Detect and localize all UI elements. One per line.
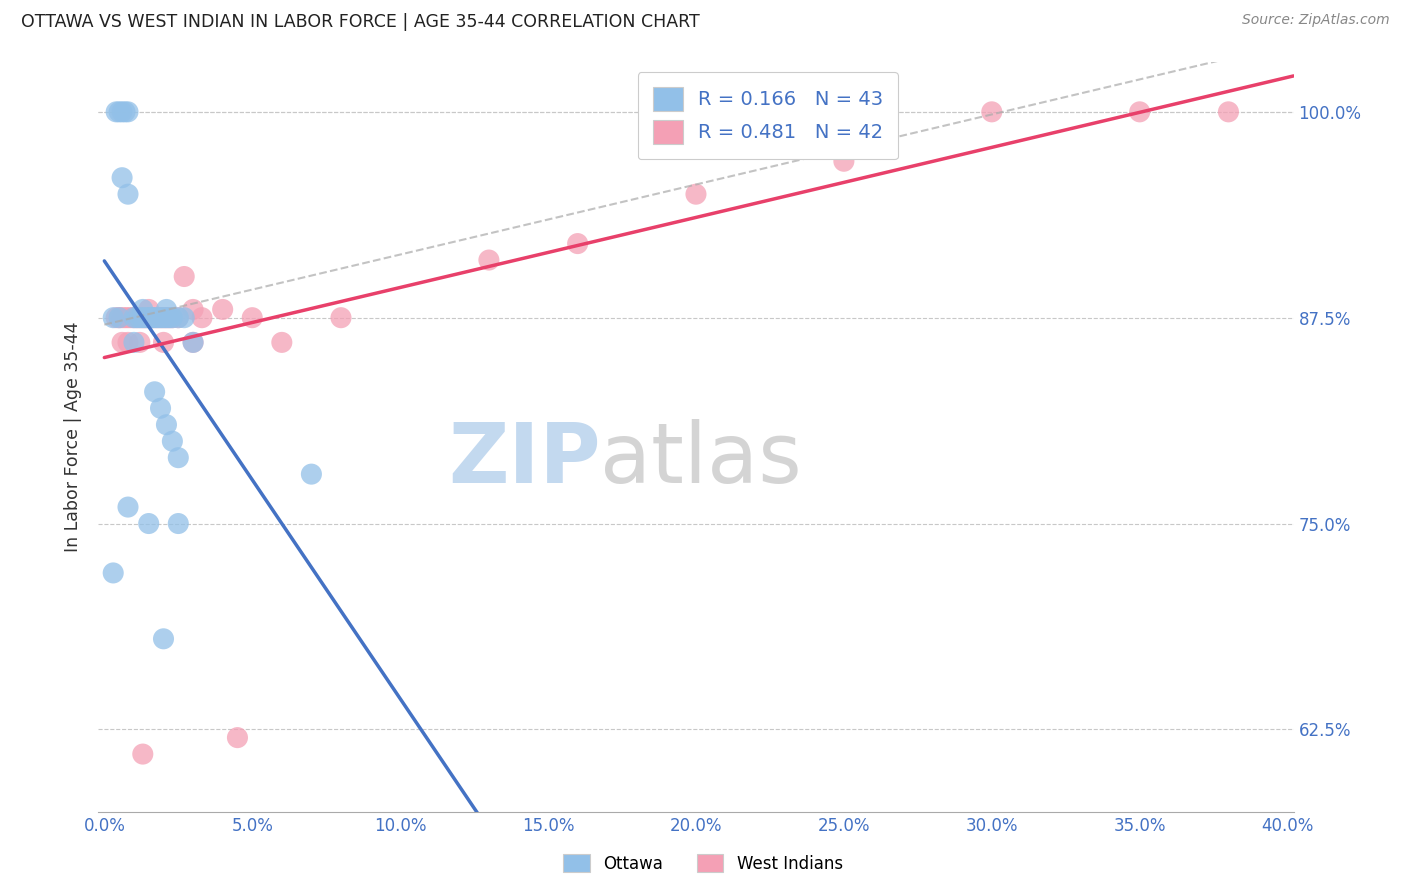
Point	[111, 104, 134, 119]
Text: Source: ZipAtlas.com: Source: ZipAtlas.com	[1241, 13, 1389, 28]
Point	[152, 335, 174, 350]
Point	[114, 310, 136, 325]
Point	[117, 310, 139, 325]
Point	[155, 310, 177, 325]
Point	[108, 104, 131, 119]
Point	[108, 310, 131, 325]
Point	[138, 310, 160, 325]
Point	[128, 310, 150, 325]
Point	[478, 253, 501, 268]
Point	[685, 187, 707, 202]
Point	[122, 310, 145, 325]
Point	[143, 384, 166, 399]
Point	[117, 104, 139, 119]
Point	[143, 310, 166, 325]
Point	[162, 434, 184, 449]
Point	[167, 516, 190, 531]
Point	[141, 310, 163, 325]
Point	[1218, 104, 1240, 119]
Point	[138, 516, 160, 531]
Point	[103, 310, 125, 325]
Point	[181, 302, 204, 317]
Point	[167, 310, 190, 325]
Point	[128, 335, 150, 350]
Legend: R = 0.166   N = 43, R = 0.481   N = 42: R = 0.166 N = 43, R = 0.481 N = 42	[637, 72, 898, 160]
Point	[167, 310, 190, 325]
Point	[111, 170, 134, 185]
Point	[270, 335, 292, 350]
Y-axis label: In Labor Force | Age 35-44: In Labor Force | Age 35-44	[65, 322, 83, 552]
Point	[240, 310, 263, 325]
Point	[157, 310, 180, 325]
Point	[162, 310, 184, 325]
Point	[191, 310, 214, 325]
Legend: Ottawa, West Indians: Ottawa, West Indians	[557, 847, 849, 880]
Point	[132, 310, 155, 325]
Point	[111, 335, 134, 350]
Point	[117, 335, 139, 350]
Point	[122, 335, 145, 350]
Point	[120, 310, 142, 325]
Point	[152, 310, 174, 325]
Point	[125, 310, 148, 325]
Point	[162, 310, 184, 325]
Point	[117, 500, 139, 514]
Point	[567, 236, 589, 251]
Point	[132, 302, 155, 317]
Point	[111, 310, 134, 325]
Point	[135, 310, 157, 325]
Point	[832, 154, 855, 169]
Point	[149, 401, 172, 416]
Point	[330, 310, 353, 325]
Point	[143, 310, 166, 325]
Point	[155, 417, 177, 432]
Point	[152, 310, 174, 325]
Point	[103, 566, 125, 580]
Point	[146, 310, 169, 325]
Point	[114, 104, 136, 119]
Point	[167, 450, 190, 465]
Point	[181, 335, 204, 350]
Point	[128, 310, 150, 325]
Point	[138, 302, 160, 317]
Point	[226, 731, 249, 745]
Point	[211, 302, 233, 317]
Point	[181, 335, 204, 350]
Point	[146, 310, 169, 325]
Point	[132, 310, 155, 325]
Text: ZIP: ZIP	[449, 419, 600, 500]
Point	[141, 310, 163, 325]
Point	[117, 187, 139, 202]
Point	[173, 269, 195, 284]
Point	[149, 310, 172, 325]
Text: atlas: atlas	[600, 419, 801, 500]
Point	[135, 310, 157, 325]
Point	[122, 310, 145, 325]
Point	[155, 310, 177, 325]
Point	[155, 302, 177, 317]
Text: OTTAWA VS WEST INDIAN IN LABOR FORCE | AGE 35-44 CORRELATION CHART: OTTAWA VS WEST INDIAN IN LABOR FORCE | A…	[21, 13, 700, 31]
Point	[149, 310, 172, 325]
Point	[141, 310, 163, 325]
Point	[157, 310, 180, 325]
Point	[1129, 104, 1152, 119]
Point	[299, 467, 322, 482]
Point	[152, 632, 174, 646]
Point	[108, 310, 131, 325]
Point	[105, 104, 128, 119]
Point	[105, 310, 128, 325]
Point	[980, 104, 1002, 119]
Point	[132, 747, 155, 761]
Point	[173, 310, 195, 325]
Point	[125, 310, 148, 325]
